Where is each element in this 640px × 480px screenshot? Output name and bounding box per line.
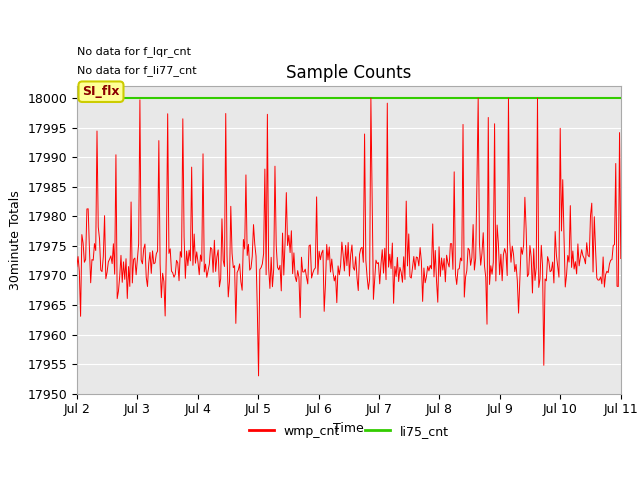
Y-axis label: 30minute Totals: 30minute Totals: [9, 190, 22, 290]
X-axis label: Time: Time: [333, 422, 364, 435]
Legend: wmp_cnt, li75_cnt: wmp_cnt, li75_cnt: [244, 420, 454, 443]
Title: Sample Counts: Sample Counts: [286, 64, 412, 82]
Text: No data for f_lqr_cnt: No data for f_lqr_cnt: [77, 47, 191, 58]
Text: No data for f_li77_cnt: No data for f_li77_cnt: [77, 65, 196, 76]
Text: SI_flx: SI_flx: [82, 85, 120, 98]
